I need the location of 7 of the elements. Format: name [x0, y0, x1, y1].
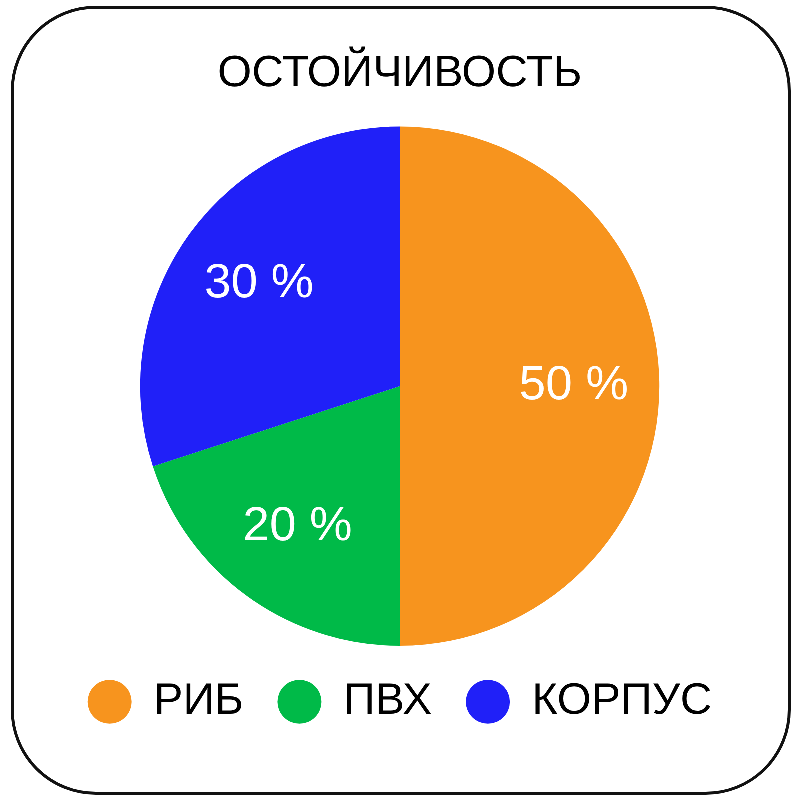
- data-label: 50 %: [519, 358, 629, 411]
- chart-title: ОСТОЙЧИВОСТЬ: [218, 46, 582, 97]
- legend-label: ПВХ: [344, 675, 432, 724]
- legend-label: РИБ: [154, 675, 244, 724]
- legend-label: КОРПУС: [532, 675, 712, 724]
- data-label: 30 %: [204, 255, 314, 308]
- data-label: 20 %: [243, 498, 352, 552]
